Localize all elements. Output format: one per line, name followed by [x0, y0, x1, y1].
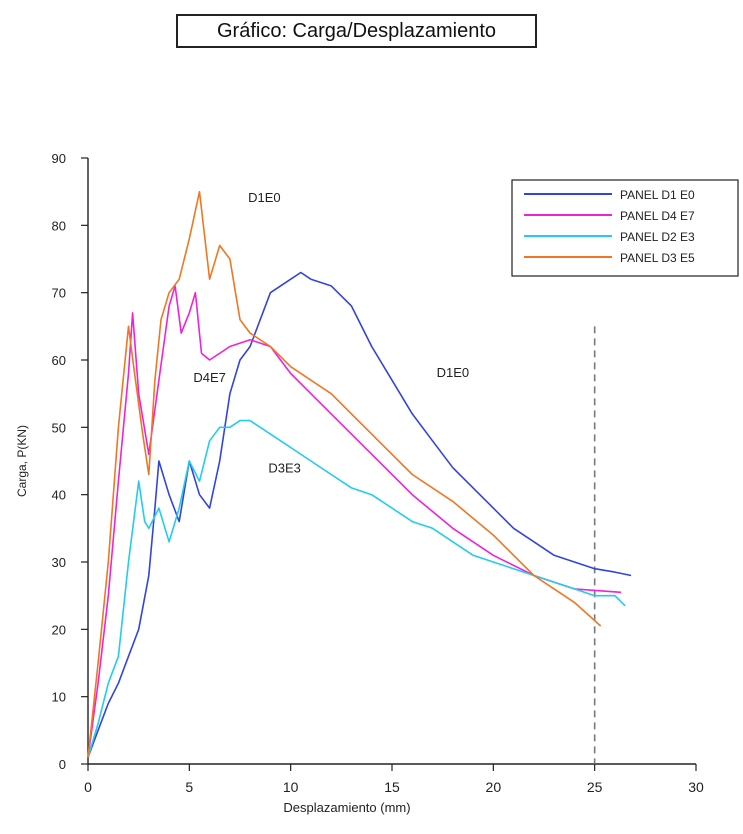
y-tick-label: 10	[52, 690, 66, 705]
axes: 0 10 20 30 40 50 60 70 80 90 0 5 10 15 20 25 30 Desplazam…	[15, 151, 704, 815]
y-tick-label: 80	[52, 218, 66, 233]
y-tick-label: 20	[52, 622, 66, 637]
annotation-label: D1E0	[248, 190, 281, 205]
annotation-label: D1E0	[437, 365, 470, 380]
y-tick-label: 90	[52, 151, 66, 166]
x-tick-label: 20	[486, 779, 502, 795]
y-tick-label: 50	[52, 420, 66, 435]
legend-label: PANEL D1 E0	[620, 188, 695, 202]
annotation-label: D3E3	[268, 460, 301, 475]
chart-title: Gráfico: Carga/Desplazamiento	[216, 19, 496, 42]
x-tick-label: 25	[587, 779, 603, 795]
y-tick-label: 40	[52, 488, 66, 503]
series-line-2	[87, 285, 622, 758]
chart-title-box: Gráfico: Carga/Desplazamiento	[176, 14, 537, 48]
y-tick-label: 60	[52, 353, 66, 368]
series-line-4	[87, 190, 602, 758]
x-tick-label: 0	[84, 779, 92, 795]
x-axis-title: Desplazamiento (mm)	[283, 800, 410, 815]
series-layer	[87, 190, 632, 758]
legend-label: PANEL D2 E3	[620, 230, 695, 244]
legend-label: PANEL D4 E7	[620, 209, 695, 223]
x-tick-label: 5	[185, 779, 193, 795]
y-axis-title: Carga, P(KN)	[15, 425, 29, 497]
x-tick-label: 15	[384, 779, 400, 795]
series-line-1	[87, 271, 632, 758]
y-tick-label: 70	[52, 286, 66, 301]
series-line-3	[87, 419, 626, 758]
legend-label: PANEL D3 E5	[620, 251, 695, 265]
x-tick-label: 30	[688, 779, 704, 795]
legend: PANEL D1 E0 PANEL D4 E7 PANEL D2 E3 PANEL D…	[511, 179, 739, 277]
legend-box	[511, 179, 739, 277]
y-tick-label: 30	[52, 555, 66, 570]
annotations-layer: D1E0 D1E0 D4E7 D3E3	[193, 190, 469, 476]
annotation-label: D4E7	[193, 370, 226, 385]
y-tick-label: 0	[59, 757, 66, 772]
x-tick-label: 10	[283, 779, 299, 795]
